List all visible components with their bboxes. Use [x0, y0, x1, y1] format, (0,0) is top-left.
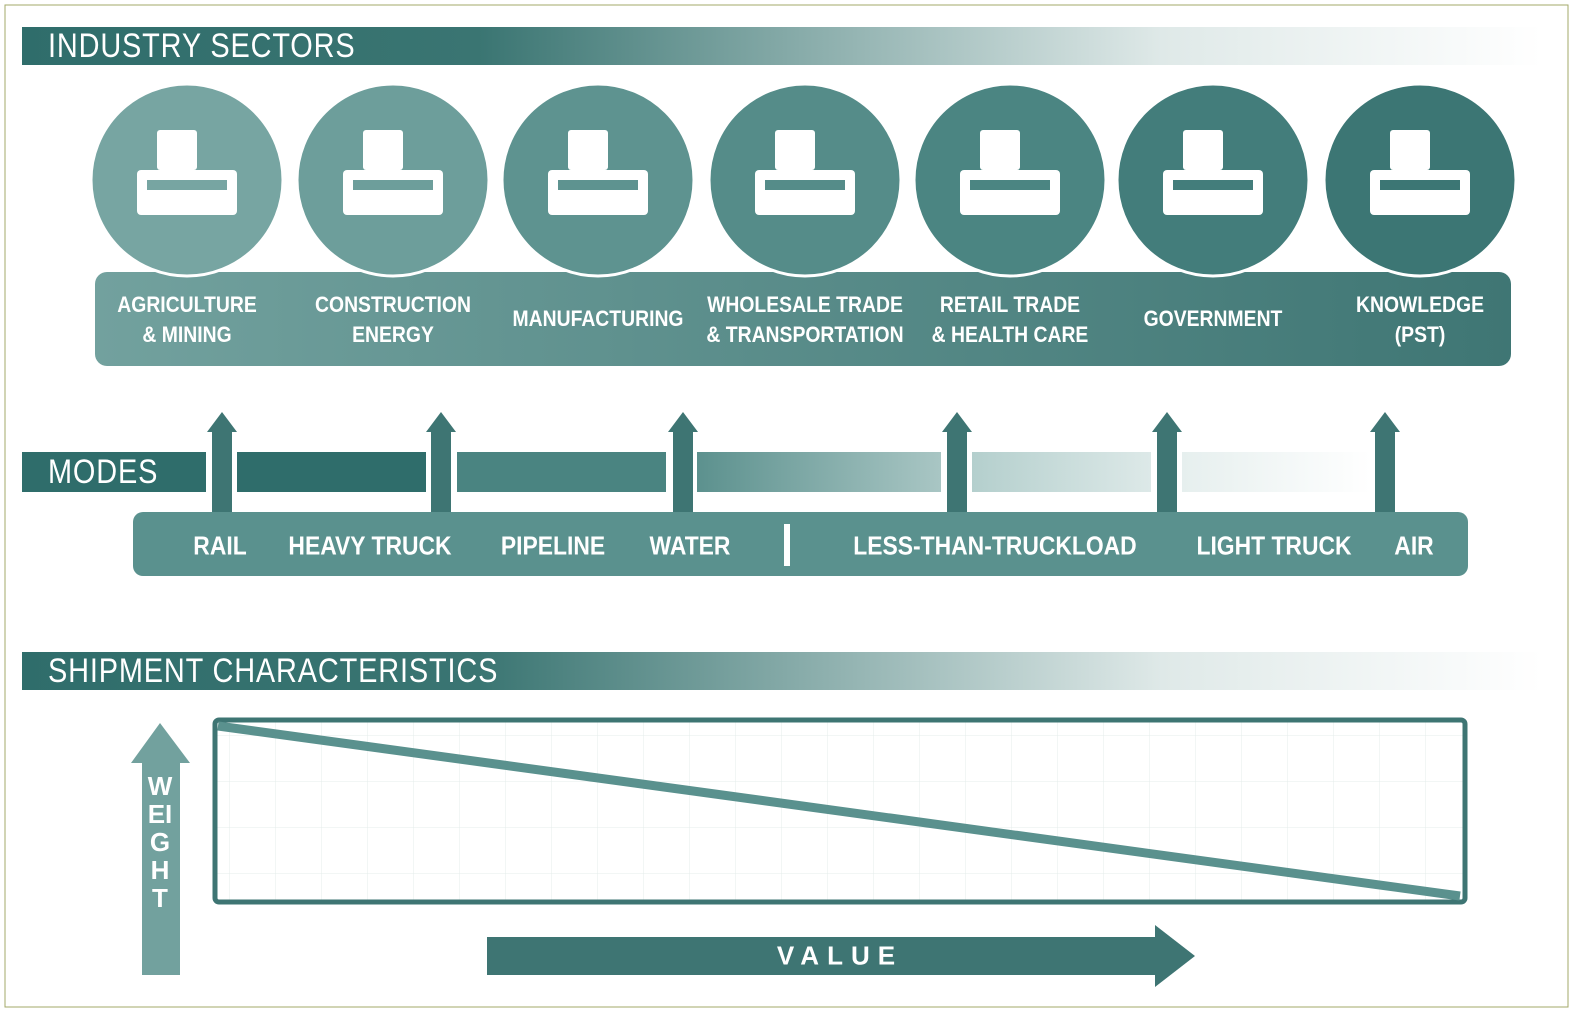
- frame: [4, 4, 1569, 1008]
- icon: [147, 180, 227, 190]
- sector-label: ENERGY: [352, 322, 434, 347]
- mode-label: HEAVY TRUCK: [288, 530, 452, 561]
- separator: [784, 524, 790, 566]
- mode-segment: [237, 452, 426, 492]
- icon: [1183, 130, 1223, 170]
- icon: [558, 180, 638, 190]
- sector-label: AGRICULTURE: [117, 292, 257, 317]
- icon: [970, 180, 1050, 190]
- up-arrow: [426, 412, 456, 514]
- up-arrow: [1152, 412, 1182, 514]
- icon: [1390, 130, 1430, 170]
- mode-label: PIPELINE: [500, 530, 606, 561]
- mode-label: LESS-THAN-TRUCKLOAD: [853, 530, 1137, 561]
- mode-segment: [457, 452, 666, 492]
- icon: [1370, 170, 1470, 215]
- up-arrows: [207, 412, 1400, 514]
- icon: [960, 170, 1060, 215]
- sector-label: & MINING: [142, 322, 232, 347]
- icon: [1173, 180, 1253, 190]
- sector-label: & HEALTH CARE: [931, 322, 1089, 347]
- icon: [137, 170, 237, 215]
- sector-bar: [95, 272, 1511, 366]
- sector-label: & TRANSPORTATION: [706, 322, 904, 347]
- icon: [765, 180, 845, 190]
- weight-arrow: [131, 723, 190, 975]
- mode-bar: [133, 512, 1468, 576]
- icon: [363, 130, 403, 170]
- mode-label: AIR: [1394, 530, 1434, 561]
- up-arrow: [1370, 412, 1400, 514]
- sector-label: CONSTRUCTION: [315, 292, 471, 317]
- sector-label: MANUFACTURING: [512, 306, 684, 331]
- y-axis-label: WEIGHT: [147, 771, 173, 913]
- icon: [343, 170, 443, 215]
- banner: [22, 652, 1542, 690]
- icon: [1380, 180, 1460, 190]
- up-arrow: [207, 412, 237, 514]
- section-title: MODES: [48, 453, 159, 491]
- icon: [157, 130, 197, 170]
- sector-label: KNOWLEDGE: [1356, 292, 1484, 317]
- mode-label: LIGHT TRUCK: [1196, 530, 1352, 561]
- sector-circles: [89, 82, 1518, 278]
- mode-label: RAIL: [193, 530, 247, 561]
- section-title: SHIPMENT CHARACTERISTICS: [48, 652, 499, 690]
- diagonal: [217, 721, 1461, 901]
- sector-label: WHOLESALE TRADE: [707, 292, 903, 317]
- sector-label: (PST): [1394, 322, 1446, 347]
- mode-segment: [972, 452, 1151, 492]
- up-arrow: [668, 412, 698, 514]
- icon: [548, 170, 648, 215]
- section-title: INDUSTRY SECTORS: [48, 27, 356, 65]
- icon: [775, 130, 815, 170]
- mode-label: WATER: [649, 530, 731, 561]
- x-axis-label: VALUE: [776, 940, 904, 971]
- value-arrow: [487, 925, 1195, 987]
- banner: [22, 27, 1542, 65]
- icon: [980, 130, 1020, 170]
- banner: [22, 452, 206, 492]
- mode-segment: [1182, 452, 1371, 492]
- icon: [755, 170, 855, 215]
- up-arrow: [942, 412, 972, 514]
- sector-label: RETAIL TRADE: [939, 292, 1081, 317]
- mode-segment: [697, 452, 941, 492]
- icon: [353, 180, 433, 190]
- sector-label: GOVERNMENT: [1143, 306, 1283, 331]
- icon: [568, 130, 608, 170]
- icon: [1163, 170, 1263, 215]
